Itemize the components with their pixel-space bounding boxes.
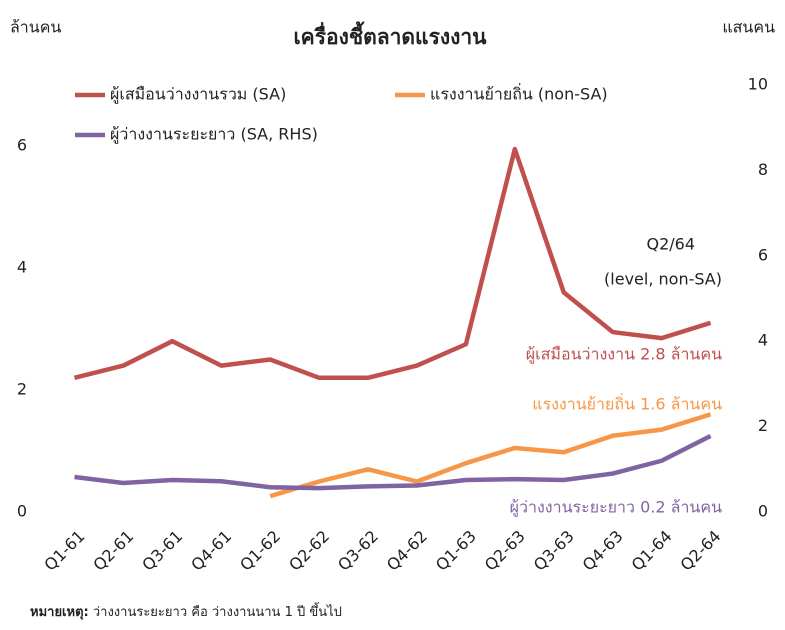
x-tick-label: Q4-61 [187,527,235,575]
x-tick-label: Q3-62 [334,527,382,575]
y-tick-label: 2 [17,380,27,399]
x-tick-label: Q3-61 [138,527,186,575]
x-tick-label: Q4-63 [579,527,627,575]
y2-tick-label: 8 [758,160,768,179]
legend-label: แรงงานย้ายถิ่น (non-SA) [430,83,608,104]
chart-title: เครื่องชี้ตลาดแรงงาน [293,21,487,49]
y-tick-label: 4 [17,258,27,277]
annotation: (level, non-SA) [604,270,722,289]
y-tick-label: 6 [17,136,27,155]
x-tick-label: Q2-64 [677,527,725,575]
note: หมายเหตุ: ว่างงานระยะยาว คือ ว่างงานนาน … [30,602,342,620]
legend-label: ผู้ว่างงานระยะยาว (SA, RHS) [110,125,318,145]
x-tick-label: Q2-63 [481,527,529,575]
x-tick-label: Q1-64 [628,527,676,575]
note-text: ว่างงานระยะยาว คือ ว่างงานนาน 1 ปี ขึ้นไ… [89,602,342,620]
x-tick-label: Q1-63 [432,527,480,575]
y2-tick-label: 2 [758,416,768,435]
x-tick-label: Q2-62 [285,527,333,575]
annotation: ผู้เสมือนว่างงาน 2.8 ล้านคน [526,345,722,365]
y2-tick-label: 6 [758,245,768,264]
x-tick-label: Q1-61 [40,527,88,575]
series-line [269,412,712,499]
legend-label: ผู้เสมือนว่างงานรวม (SA) [110,85,286,105]
y2-tick-label: 10 [748,75,768,94]
annotation: Q2/64 [646,235,695,254]
y2-tick-label: 4 [758,331,768,350]
y-tick-label: 0 [17,502,27,521]
y-axis-label: ล้านคน [10,18,61,37]
series-line [73,146,712,381]
x-tick-label: Q3-63 [530,527,578,575]
annotation: ผู้ว่างงานระยะยาว 0.2 ล้านคน [510,498,722,518]
annotation: แรงงานย้ายถิ่น 1.6 ล้านคน [532,393,722,414]
x-tick-label: Q1-62 [236,527,284,575]
series-line [74,433,712,491]
x-tick-label: Q4-62 [383,527,431,575]
y2-axis-label: แสนคน [722,18,775,37]
note-label: หมายเหตุ: [30,605,89,620]
y2-tick-label: 0 [758,502,768,521]
x-tick-label: Q2-61 [89,527,137,575]
